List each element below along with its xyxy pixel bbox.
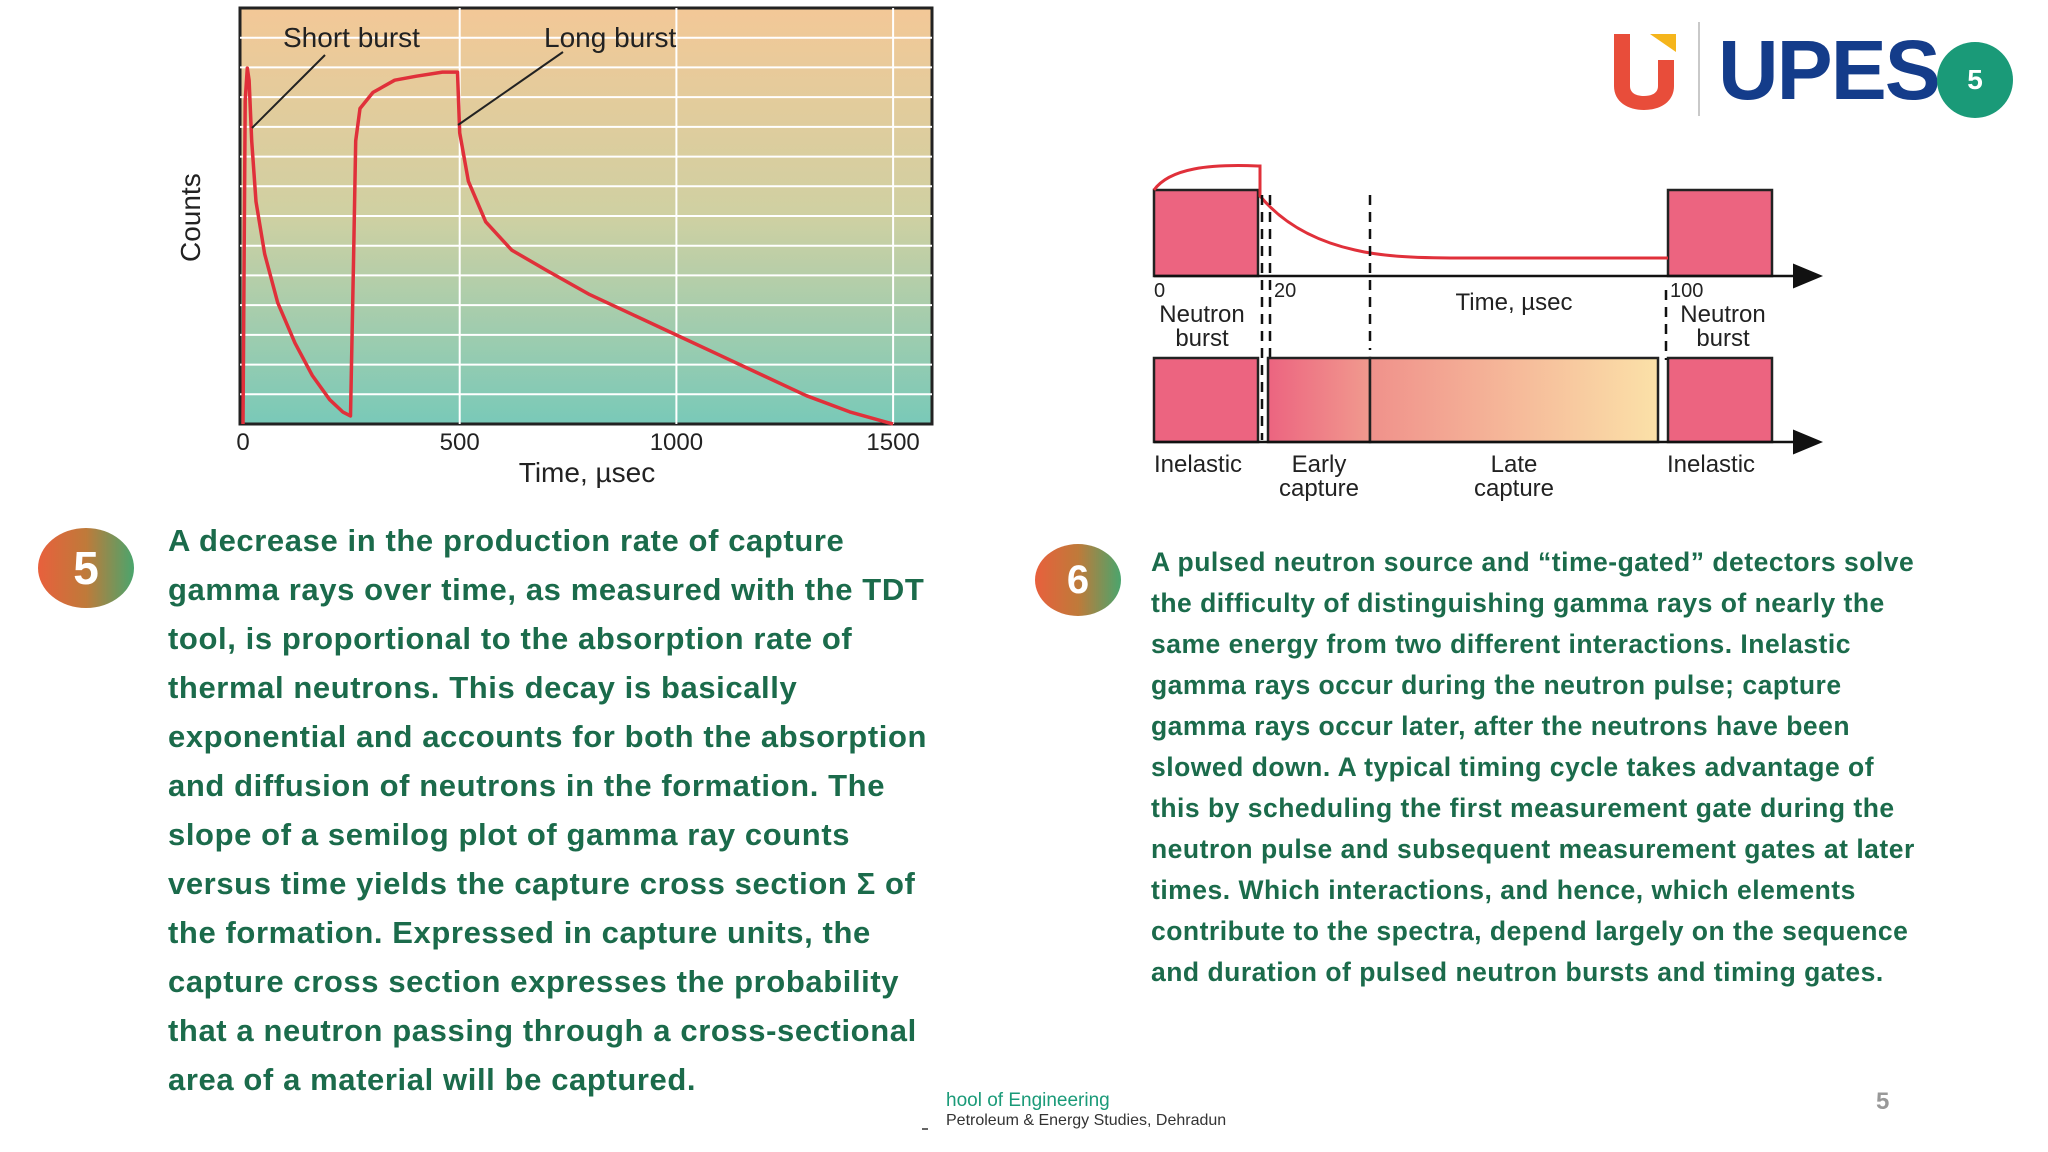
neutron-burst-left-line1: Neutron	[1159, 301, 1244, 328]
gamma-curve	[1152, 164, 1668, 260]
logo-divider	[1698, 22, 1700, 116]
label-late-line1: Late	[1491, 451, 1538, 478]
x-tick-label: 500	[440, 429, 480, 456]
time-axis-label: Time, µsec	[1456, 289, 1573, 316]
count-curve	[241, 66, 894, 426]
upes-wordmark: UPES	[1718, 23, 1941, 117]
upes-logo-icon	[1614, 34, 1676, 110]
paragraph-right: A pulsed neutron source and “time-gated”…	[1151, 547, 1915, 987]
paragraph-left: A decrease in the production rate of cap…	[168, 523, 928, 1097]
neutron-burst-right-line2: burst	[1696, 325, 1750, 352]
gate-inelastic-right	[1666, 356, 1774, 444]
x-tick-label: 0	[236, 429, 249, 456]
gate-early-capture	[1266, 356, 1372, 444]
label-late-line2: capture	[1474, 475, 1554, 502]
footer-mark	[922, 1128, 928, 1130]
y-axis-label: Counts	[175, 173, 206, 262]
gate-late-capture	[1368, 356, 1660, 444]
x-axis-label: Time, µsec	[519, 457, 655, 488]
label-early-line1: Early	[1292, 451, 1347, 478]
section-badge-5: 5	[38, 528, 134, 608]
label-inelastic-left: Inelastic	[1154, 451, 1242, 478]
neutron-burst-box-right	[1666, 188, 1774, 278]
gamma-decay-chart: Short burst Long burst Counts 0 500 1000 15…	[175, 6, 934, 488]
slide-number-badge: 5	[1937, 42, 2013, 118]
tick-100: 100	[1670, 280, 1703, 302]
neutron-burst-left-line2: burst	[1175, 325, 1229, 352]
footer-university: Petroleum & Energy Studies, Dehradun	[946, 1112, 1227, 1129]
x-tick-label: 1500	[866, 429, 919, 456]
footer-page-number: 5	[1876, 1088, 1890, 1115]
tick-20: 20	[1274, 280, 1296, 302]
timing-gate-diagram: 0 20 100 Time, µsec Neutron burst Neutro…	[1152, 164, 1823, 502]
x-tick-label: 1000	[650, 429, 703, 456]
long-burst-label: Long burst	[544, 22, 677, 53]
label-inelastic-right: Inelastic	[1667, 451, 1755, 478]
footer-school: hool of Engineering	[946, 1090, 1110, 1111]
gate-inelastic-left	[1152, 356, 1260, 444]
grid-lines	[240, 8, 932, 424]
label-early-line2: capture	[1279, 475, 1359, 502]
tick-0: 0	[1154, 280, 1165, 302]
section-badge-6: 6	[1035, 544, 1121, 616]
long-burst-leader	[457, 51, 564, 126]
short-burst-leader	[251, 54, 326, 129]
short-burst-label: Short burst	[283, 22, 420, 53]
x-tick-labels: 0 500 1000 1500	[236, 429, 919, 456]
neutron-burst-right-line1: Neutron	[1680, 301, 1765, 328]
neutron-burst-box-left	[1152, 188, 1260, 278]
